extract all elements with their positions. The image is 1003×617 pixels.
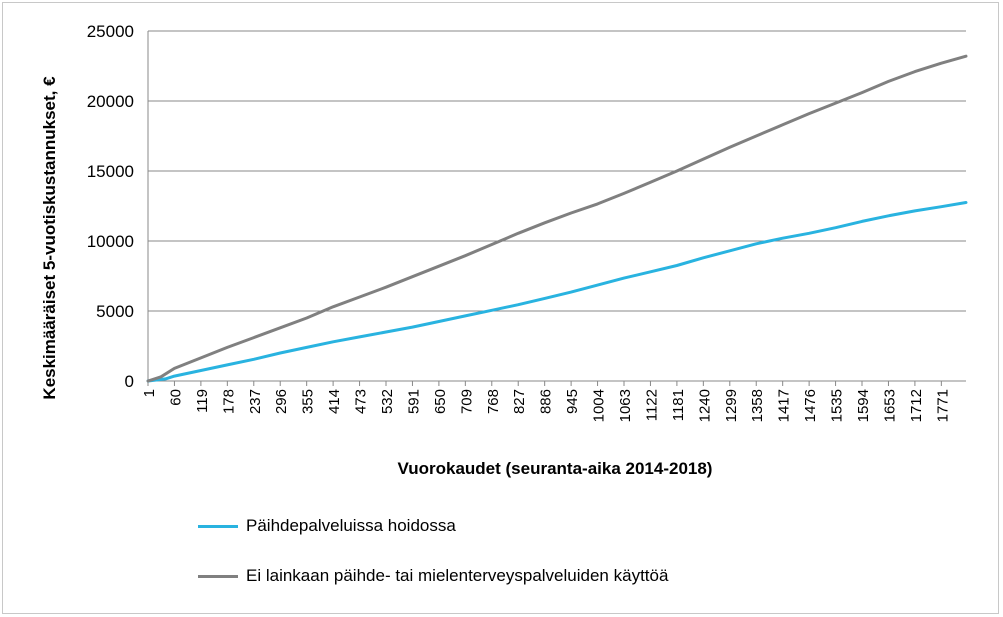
y-tick-label: 15000 [87, 162, 134, 181]
x-tick-label: 414 [326, 389, 343, 414]
x-tick-label: 591 [405, 389, 422, 414]
x-tick-label: 1358 [749, 389, 766, 422]
y-axis-label: Keskimääräiset 5-vuotiskustannukset, € [40, 76, 59, 400]
x-tick-label: 296 [273, 389, 290, 414]
x-tick-label: 945 [564, 389, 581, 414]
y-tick-label: 0 [125, 372, 134, 391]
legend-item-2: Ei lainkaan päihde- tai mielenterveyspal… [198, 566, 668, 586]
y-tick-label: 20000 [87, 92, 134, 111]
x-tick-label: 1417 [776, 389, 793, 422]
x-tick-label: 1535 [829, 389, 846, 422]
x-tick-label: 1004 [591, 389, 608, 422]
y-axis: 0 5000 10000 15000 20000 25000 [87, 22, 149, 391]
legend-swatch-1 [198, 524, 238, 528]
x-tick-label: 1240 [696, 389, 713, 422]
x-tick-label: 650 [432, 389, 449, 414]
x-tick-label: 1712 [908, 389, 925, 422]
x-axis-label: Vuorokaudet (seuranta-aika 2014-2018) [398, 459, 713, 478]
legend-label-1: Päihdepalveluissa hoidossa [246, 516, 456, 535]
series-line-1 [146, 201, 968, 383]
x-tick-label: 532 [379, 389, 396, 414]
x-tick-label: 886 [538, 389, 555, 414]
x-tick-label: 60 [167, 389, 184, 406]
x-tick-label: 827 [511, 389, 528, 414]
x-tick-label: 709 [458, 389, 475, 414]
legend-item-1: Päihdepalveluissa hoidossa [198, 516, 456, 536]
x-tick-label: 1181 [670, 389, 687, 421]
x-tick-label: 1653 [881, 389, 898, 422]
x-tick-label: 1063 [617, 389, 634, 422]
y-tick-label: 10000 [87, 232, 134, 251]
x-tick-label: 178 [220, 389, 237, 414]
series-line-2 [146, 54, 968, 383]
y-tick-label: 5000 [96, 302, 134, 321]
x-tick-label: 1594 [855, 389, 872, 422]
x-tick-label: 1476 [802, 389, 819, 422]
legend-swatch-2 [198, 574, 238, 578]
x-tick-label: 1122 [643, 389, 660, 421]
x-tick-label: 1 [141, 389, 158, 397]
x-tick-label: 473 [353, 389, 370, 414]
series-lines [146, 54, 968, 383]
y-tick-label: 25000 [87, 22, 134, 41]
x-tick-label: 1299 [723, 389, 740, 422]
x-tick-label: 237 [247, 389, 264, 414]
x-tick-label: 1771 [934, 389, 951, 422]
x-tick-label: 355 [300, 389, 317, 414]
x-axis: 1 60 119 178 237 296 355 414 473 532 591 650 709 768 8… [141, 380, 966, 422]
x-tick-label: 119 [194, 389, 211, 413]
x-tick-label: 768 [485, 389, 502, 414]
legend-label-2: Ei lainkaan päihde- tai mielenterveyspal… [246, 566, 669, 585]
gridlines [148, 30, 966, 312]
